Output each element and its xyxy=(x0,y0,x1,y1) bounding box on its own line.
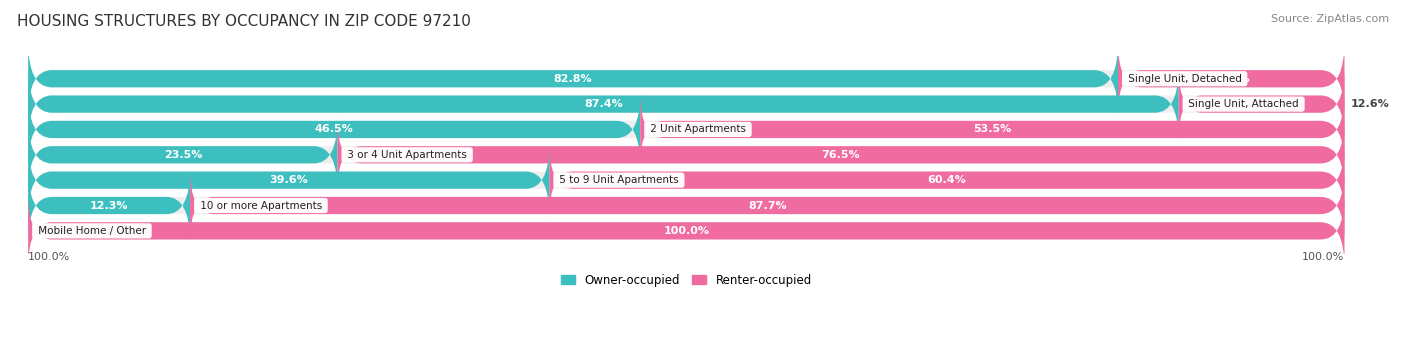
Text: 2 Unit Apartments: 2 Unit Apartments xyxy=(647,124,749,134)
Text: Mobile Home / Other: Mobile Home / Other xyxy=(35,226,149,236)
Text: 100.0%: 100.0% xyxy=(1302,252,1344,263)
FancyBboxPatch shape xyxy=(28,92,1344,166)
Text: 12.6%: 12.6% xyxy=(1351,99,1389,109)
FancyBboxPatch shape xyxy=(28,42,1118,116)
FancyBboxPatch shape xyxy=(28,67,1344,141)
Text: 82.8%: 82.8% xyxy=(554,74,592,84)
Text: 46.5%: 46.5% xyxy=(315,124,353,134)
Text: 87.7%: 87.7% xyxy=(748,201,786,210)
Text: HOUSING STRUCTURES BY OCCUPANCY IN ZIP CODE 97210: HOUSING STRUCTURES BY OCCUPANCY IN ZIP C… xyxy=(17,14,471,29)
Text: 17.2%: 17.2% xyxy=(1212,74,1250,84)
FancyBboxPatch shape xyxy=(337,118,1344,192)
FancyBboxPatch shape xyxy=(28,194,1344,268)
Text: 3 or 4 Unit Apartments: 3 or 4 Unit Apartments xyxy=(344,150,470,160)
FancyBboxPatch shape xyxy=(1118,42,1344,116)
FancyBboxPatch shape xyxy=(28,118,1344,192)
Text: 100.0%: 100.0% xyxy=(664,226,709,236)
FancyBboxPatch shape xyxy=(28,118,337,192)
FancyBboxPatch shape xyxy=(28,168,190,242)
FancyBboxPatch shape xyxy=(28,143,1344,217)
Text: 53.5%: 53.5% xyxy=(973,124,1011,134)
FancyBboxPatch shape xyxy=(28,168,1344,242)
FancyBboxPatch shape xyxy=(1178,67,1344,141)
Text: Single Unit, Detached: Single Unit, Detached xyxy=(1125,74,1244,84)
Text: 5 to 9 Unit Apartments: 5 to 9 Unit Apartments xyxy=(555,175,682,185)
Text: 10 or more Apartments: 10 or more Apartments xyxy=(197,201,325,210)
Legend: Owner-occupied, Renter-occupied: Owner-occupied, Renter-occupied xyxy=(557,269,817,291)
Text: 39.6%: 39.6% xyxy=(270,175,308,185)
FancyBboxPatch shape xyxy=(190,168,1344,242)
Text: 60.4%: 60.4% xyxy=(928,175,966,185)
FancyBboxPatch shape xyxy=(550,143,1344,217)
FancyBboxPatch shape xyxy=(640,92,1344,166)
Text: Source: ZipAtlas.com: Source: ZipAtlas.com xyxy=(1271,14,1389,24)
Text: 12.3%: 12.3% xyxy=(90,201,128,210)
Text: 0.0%: 0.0% xyxy=(35,226,65,236)
Text: 100.0%: 100.0% xyxy=(28,252,70,263)
Text: 76.5%: 76.5% xyxy=(821,150,860,160)
Text: Single Unit, Attached: Single Unit, Attached xyxy=(1185,99,1302,109)
FancyBboxPatch shape xyxy=(28,194,1344,268)
FancyBboxPatch shape xyxy=(28,67,1178,141)
FancyBboxPatch shape xyxy=(28,143,550,217)
Text: 23.5%: 23.5% xyxy=(163,150,202,160)
FancyBboxPatch shape xyxy=(28,42,1344,116)
FancyBboxPatch shape xyxy=(28,92,640,166)
Text: 87.4%: 87.4% xyxy=(583,99,623,109)
